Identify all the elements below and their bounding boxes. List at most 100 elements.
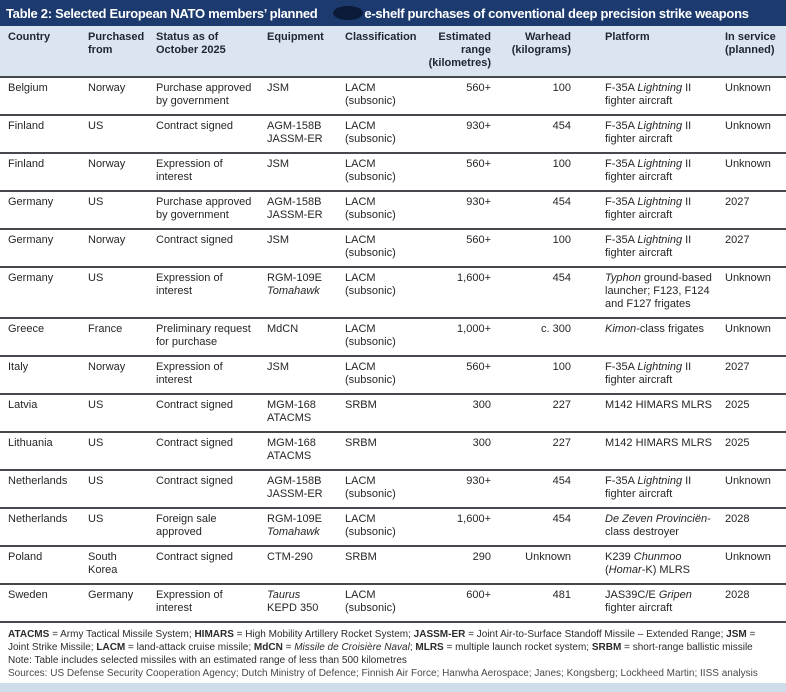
- table-row: Germany US Expression of interest RGM-109E T…: [0, 266, 786, 318]
- cell-in_service: 2028: [719, 583, 786, 623]
- cell-in_service: Unknown: [719, 152, 786, 191]
- cell-equipment: JSM: [259, 152, 337, 191]
- cell-from: Norway: [80, 152, 148, 191]
- cell-warhead: 227: [499, 393, 579, 432]
- cell-equipment: MGM-168 ATACMS: [259, 431, 337, 470]
- cell-status: Foreign sale approved: [148, 507, 259, 546]
- cell-equipment: JSM: [259, 228, 337, 267]
- cell-from: US: [80, 114, 148, 153]
- cell-country: Netherlands: [0, 507, 80, 546]
- cell-platform: M142 HIMARS MLRS: [579, 431, 719, 470]
- table-row: Latvia US Contract signed MGM-168 ATACMS SRBM…: [0, 393, 786, 432]
- cell-from: US: [80, 431, 148, 470]
- cell-in_service: Unknown: [719, 114, 786, 153]
- cell-classification: SRBM: [337, 393, 409, 432]
- table-row: Greece France Preliminary request for purc…: [0, 317, 786, 356]
- cell-in_service: 2025: [719, 431, 786, 470]
- column-header-warhead: Warhead (kilograms): [511, 31, 571, 56]
- cell-in_service: 2027: [719, 355, 786, 394]
- table-title-bar: Table 2: Selected European NATO members’…: [0, 0, 786, 26]
- table-row: Germany US Purchase approved by government…: [0, 190, 786, 229]
- cell-warhead: 227: [499, 431, 579, 470]
- cell-classification: LACM (subsonic): [337, 355, 409, 394]
- cell-platform: F-35A Lightning II fighter aircraft: [579, 114, 719, 153]
- header-row: Country Purchased from Status as of Octobe…: [0, 26, 786, 77]
- cell-country: Belgium: [0, 76, 80, 115]
- cell-platform: Kimon-class frigates: [579, 317, 719, 356]
- cell-classification: LACM (subsonic): [337, 266, 409, 318]
- cell-range: 560+: [409, 228, 499, 267]
- weapons-table: Country Purchased from Status as of Octobe…: [0, 26, 786, 623]
- table-title-right: e-shelf purchases of conventional deep p…: [364, 5, 749, 21]
- table-row: Poland South Korea Contract signed CTM-290 S…: [0, 545, 786, 584]
- cell-status: Contract signed: [148, 228, 259, 267]
- cell-equipment: AGM-158B JASSM-ER: [259, 469, 337, 508]
- table-row: Finland Norway Expression of interest JSM LA…: [0, 152, 786, 191]
- cell-from: Norway: [80, 355, 148, 394]
- cell-platform: De Zeven Provinciën-class destroyer: [579, 507, 719, 546]
- table-body: Belgium Norway Purchase approved by govern…: [0, 76, 786, 623]
- cell-in_service: 2027: [719, 228, 786, 267]
- column-header-from: Purchased from: [88, 31, 145, 56]
- table-header: Country Purchased from Status as of Octobe…: [0, 26, 786, 77]
- cell-country: Netherlands: [0, 469, 80, 508]
- cell-equipment: MdCN: [259, 317, 337, 356]
- cell-range: 560+: [409, 152, 499, 191]
- cell-status: Contract signed: [148, 545, 259, 584]
- cell-range: 600+: [409, 583, 499, 623]
- cell-platform: K239 Chunmoo (Homar-K) MLRS: [579, 545, 719, 584]
- cell-status: Contract signed: [148, 431, 259, 470]
- cell-in_service: 2025: [719, 393, 786, 432]
- cell-country: Poland: [0, 545, 80, 584]
- cell-country: Finland: [0, 152, 80, 191]
- cell-in_service: Unknown: [719, 545, 786, 584]
- cell-classification: SRBM: [337, 431, 409, 470]
- cell-classification: LACM (subsonic): [337, 190, 409, 229]
- cell-from: Norway: [80, 76, 148, 115]
- cell-from: Germany: [80, 583, 148, 623]
- table-row: Netherlands US Foreign sale approved RGM-109…: [0, 507, 786, 546]
- table-row: Sweden Germany Expression of interest Tauru…: [0, 583, 786, 623]
- cell-country: Latvia: [0, 393, 80, 432]
- cell-classification: LACM (subsonic): [337, 507, 409, 546]
- cell-country: Lithuania: [0, 431, 80, 470]
- column-header-status: Status as of October 2025: [156, 31, 226, 56]
- cell-platform: F-35A Lightning II fighter aircraft: [579, 355, 719, 394]
- cell-equipment: RGM-109E Tomahawk: [259, 507, 337, 546]
- cell-status: Contract signed: [148, 469, 259, 508]
- cell-country: Italy: [0, 355, 80, 394]
- cell-status: Expression of interest: [148, 152, 259, 191]
- cell-classification: LACM (subsonic): [337, 228, 409, 267]
- cell-status: Expression of interest: [148, 583, 259, 623]
- cell-equipment: RGM-109E Tomahawk: [259, 266, 337, 318]
- cell-platform: JAS39C/E Gripen fighter aircraft: [579, 583, 719, 623]
- cell-from: US: [80, 190, 148, 229]
- cell-status: Contract signed: [148, 393, 259, 432]
- cell-country: Sweden: [0, 583, 80, 623]
- cell-country: Finland: [0, 114, 80, 153]
- cell-in_service: 2028: [719, 507, 786, 546]
- cell-warhead: c. 300: [499, 317, 579, 356]
- column-header-classification: Classification: [345, 31, 417, 43]
- cell-warhead: 100: [499, 228, 579, 267]
- cell-classification: LACM (subsonic): [337, 152, 409, 191]
- cell-platform: M142 HIMARS MLRS: [579, 393, 719, 432]
- cell-from: US: [80, 393, 148, 432]
- cell-in_service: Unknown: [719, 469, 786, 508]
- column-header-country: Country: [8, 31, 51, 43]
- cell-warhead: Unknown: [499, 545, 579, 584]
- column-header-range: Estimated range (kilometres): [428, 31, 491, 69]
- column-header-equipment: Equipment: [267, 31, 324, 43]
- column-header-in_service: In service (planned): [725, 31, 776, 56]
- cell-country: Germany: [0, 266, 80, 318]
- cell-platform: F-35A Lightning II fighter aircraft: [579, 469, 719, 508]
- cell-warhead: 100: [499, 152, 579, 191]
- cell-status: Preliminary request for purchase: [148, 317, 259, 356]
- cell-from: US: [80, 469, 148, 508]
- cell-in_service: 2027: [719, 190, 786, 229]
- cell-range: 560+: [409, 76, 499, 115]
- footnotes: ATACMS = Army Tactical Missile System; H…: [0, 623, 786, 683]
- cell-from: Norway: [80, 228, 148, 267]
- cell-status: Expression of interest: [148, 355, 259, 394]
- cell-warhead: 454: [499, 114, 579, 153]
